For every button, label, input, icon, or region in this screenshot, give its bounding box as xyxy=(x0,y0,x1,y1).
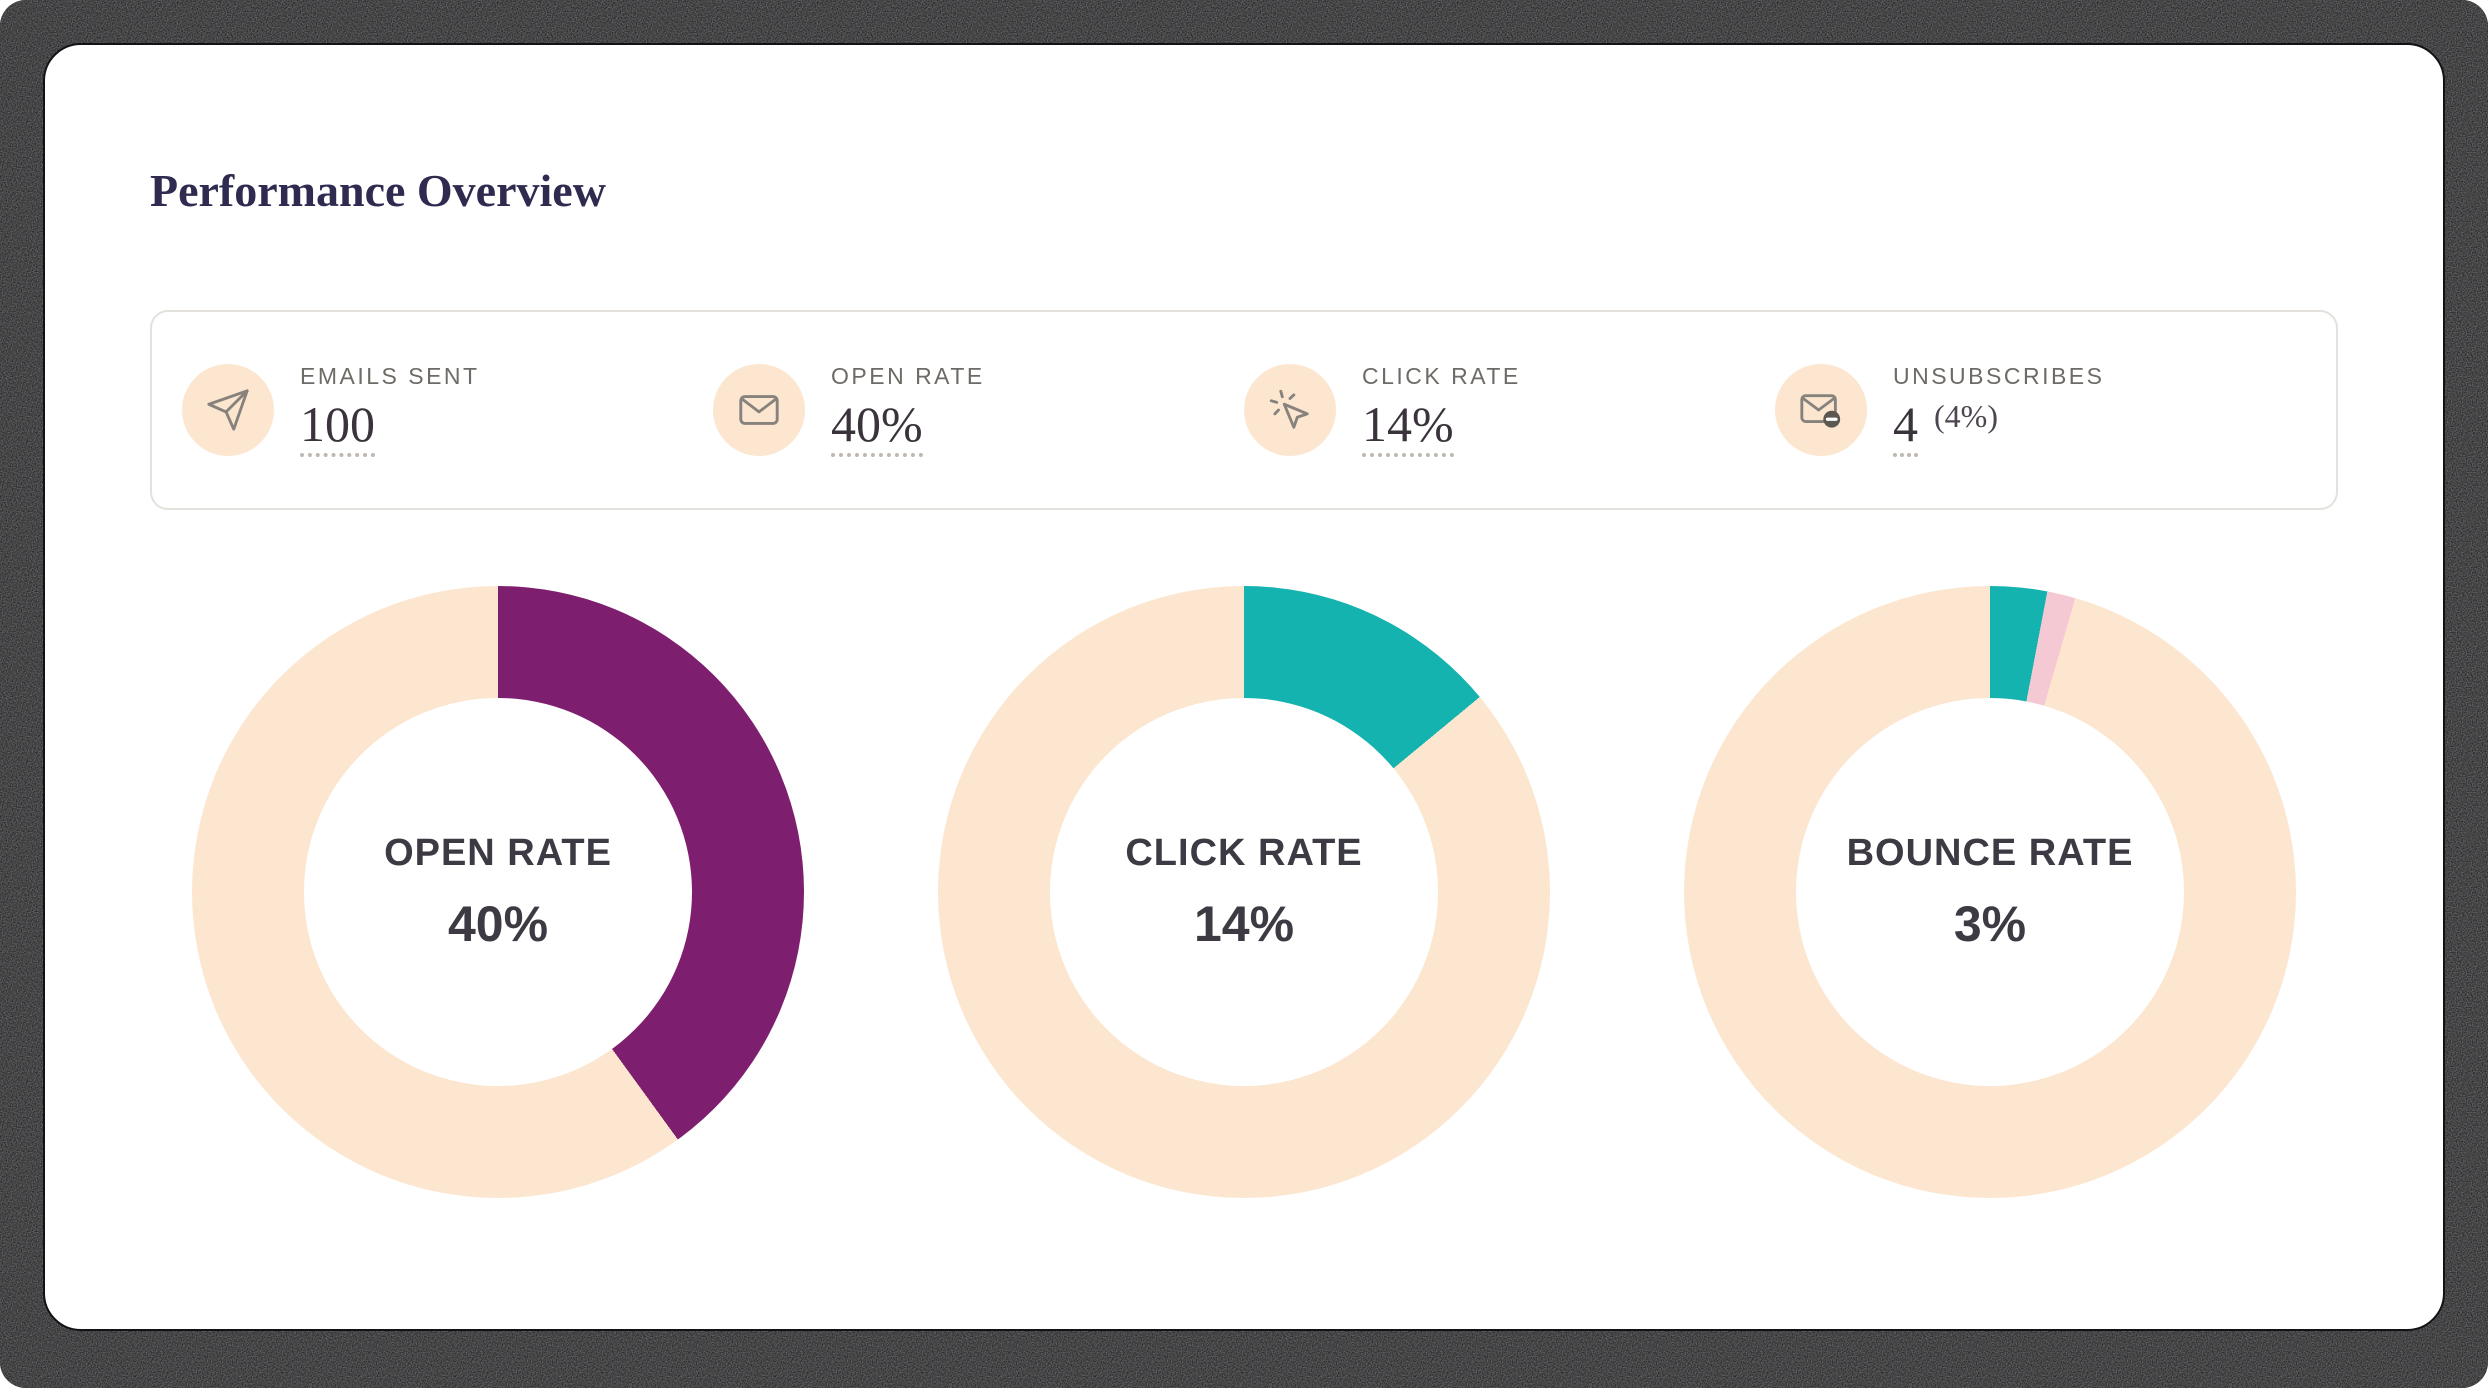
stat-suffix: (4%) xyxy=(1934,397,1998,434)
donut-center: CLICK RATE 14% xyxy=(1050,698,1438,1087)
stat-value: 100 xyxy=(300,398,375,458)
donut-center-label: CLICK RATE xyxy=(1125,831,1363,874)
donut-center-value: 3% xyxy=(1953,895,2027,952)
stat-label: OPEN RATE xyxy=(831,362,985,389)
page-title: Performance Overview xyxy=(150,165,606,216)
stat-value: 40% xyxy=(831,398,923,458)
donut-chart-open-rate: OPEN RATE 40% xyxy=(192,586,804,1199)
donut-center-value: 40% xyxy=(447,895,549,952)
stat-emails-sent: EMAILS SENT 100 xyxy=(182,363,713,458)
stat-unsubscribes: UNSUBSCRIBES 4 (4%) xyxy=(1775,363,2306,458)
donut-center: OPEN RATE 40% xyxy=(304,698,692,1087)
performance-overview-card: Performance Overview EMAILS SENT 100 xyxy=(43,43,2445,1331)
mail-icon xyxy=(713,364,805,457)
donut-chart-click-rate: CLICK RATE 14% xyxy=(938,586,1550,1199)
stat-click-rate: CLICK RATE 14% xyxy=(1244,363,1775,458)
donut-charts-row: OPEN RATE 40% CLICK RATE 14% BOUNCE RATE… xyxy=(150,586,2338,1199)
stat-open-rate: OPEN RATE 40% xyxy=(713,363,1244,458)
cursor-click-icon xyxy=(1244,364,1336,457)
send-icon xyxy=(182,364,274,457)
stat-label: UNSUBSCRIBES xyxy=(1893,362,2105,389)
stat-value: 14% xyxy=(1362,398,1454,458)
donut-center-label: BOUNCE RATE xyxy=(1846,831,2134,874)
mail-unsubscribe-icon xyxy=(1775,364,1867,457)
stat-label: CLICK RATE xyxy=(1362,362,1521,389)
donut-center-value: 14% xyxy=(1193,895,1295,952)
donut-chart-bounce-rate: BOUNCE RATE 3% xyxy=(1684,586,2296,1199)
stat-label: EMAILS SENT xyxy=(300,362,480,389)
donut-center: BOUNCE RATE 3% xyxy=(1796,698,2184,1087)
donut-center-label: OPEN RATE xyxy=(384,831,612,874)
stats-summary-bar: EMAILS SENT 100 OPEN RATE xyxy=(150,310,2338,511)
stat-value: 4 xyxy=(1893,398,1918,458)
